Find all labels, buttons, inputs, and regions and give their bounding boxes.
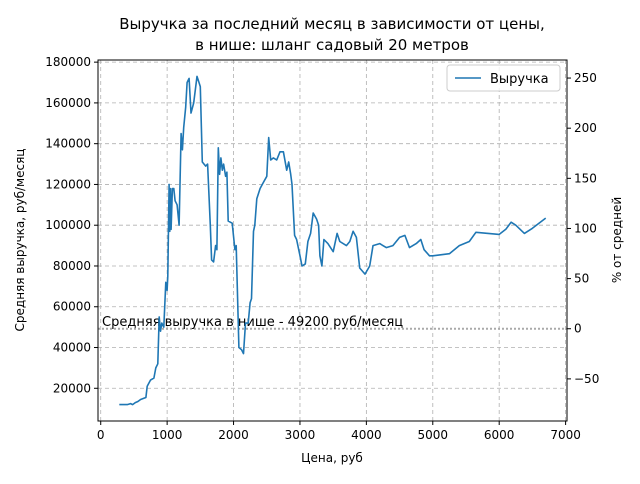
x-tick-label: 4000	[351, 428, 382, 442]
y2-tick-label: 200	[574, 121, 597, 135]
y2-tick-label: −50	[574, 372, 599, 386]
legend-box	[446, 64, 561, 92]
y2-axis-label: % от средней	[610, 197, 624, 283]
data-line	[119, 75, 547, 406]
x-tick-label: 1000	[152, 428, 183, 442]
y-tick-label: 180000	[45, 55, 91, 69]
x-tick-label: 6000	[484, 428, 515, 442]
y-tick-label: 20000	[53, 381, 91, 395]
reference-label: Средняя выручка в нише - 49200 руб/месяц	[102, 315, 403, 330]
y2-tick-label: 0	[574, 322, 582, 336]
x-tick-label: 0	[97, 428, 105, 442]
x-tick-label: 7000	[550, 428, 581, 442]
y2-tick-label: 100	[574, 221, 597, 235]
y2-tick-label: 150	[574, 171, 597, 185]
x-axis-label: Цена, руб	[301, 451, 363, 465]
y2-tick-label: 250	[574, 71, 597, 85]
y-tick-label: 80000	[53, 259, 91, 273]
y-tick-label: 60000	[53, 300, 91, 314]
chart-title: Выручка за последний месяц в зависимости…	[119, 15, 545, 33]
chart-title: в нише: шланг садовый 20 метров	[195, 36, 469, 54]
x-tick-label: 5000	[418, 428, 449, 442]
x-tick-label: 2000	[218, 428, 249, 442]
y-axis-label: Средняя выручка, руб/месяц	[13, 149, 27, 332]
y-tick-label: 160000	[45, 96, 91, 110]
plot-frame	[97, 59, 568, 422]
y-tick-label: 140000	[45, 137, 91, 151]
y2-tick-label: 50	[574, 272, 589, 286]
y-tick-label: 100000	[45, 218, 91, 232]
y-tick-label: 120000	[45, 177, 91, 191]
legend-label: Выручка	[490, 72, 549, 87]
y-tick-label: 40000	[53, 341, 91, 355]
x-tick-label: 3000	[285, 428, 316, 442]
